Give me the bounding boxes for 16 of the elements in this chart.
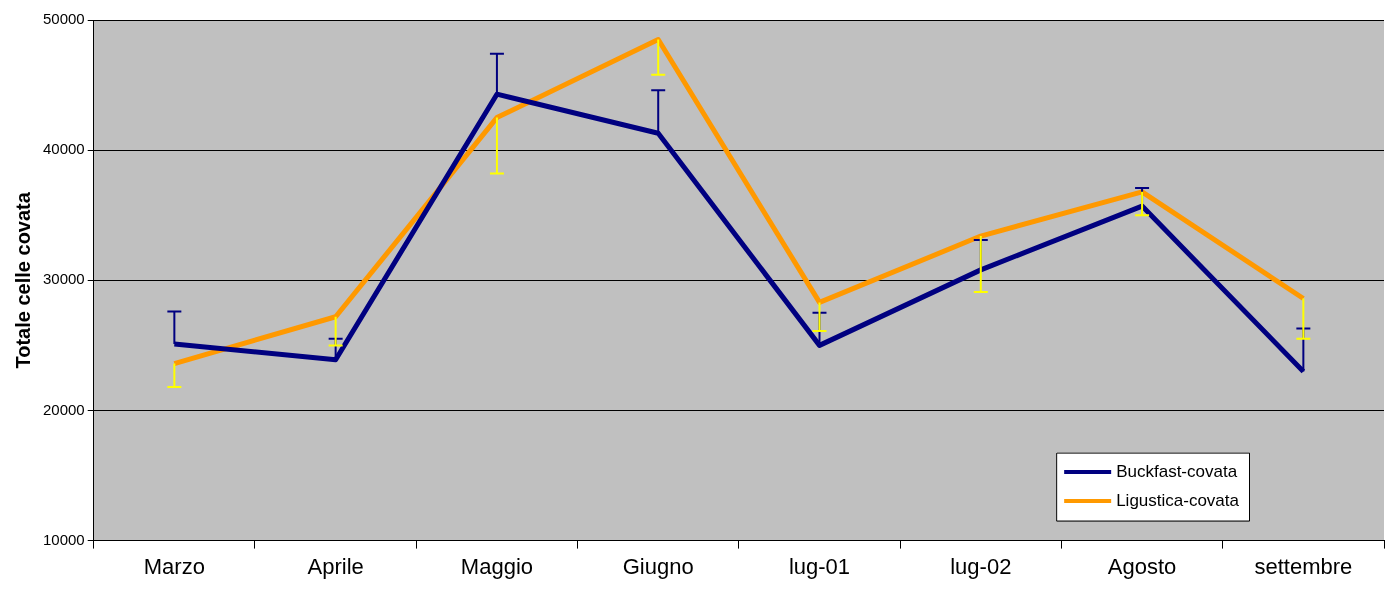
x-tick-label: Agosto [1107,553,1177,579]
x-tick-label: Maggio [460,553,533,579]
x-tick-label: Marzo [143,553,205,579]
y-tick-label: 30000 [42,270,85,288]
legend-label: Buckfast-covata [1116,461,1238,481]
legend-label: Ligustica-covata [1116,490,1240,510]
y-axis-title: Totale celle covata [11,191,34,369]
x-tick-label: lug-02 [950,553,1012,579]
x-tick-label: lug-01 [788,553,851,579]
y-tick-label: 10000 [42,530,85,548]
x-tick-label: settembre [1254,553,1353,579]
y-tick-label: 40000 [42,140,85,158]
y-tick-label: 50000 [42,10,85,28]
y-tick-label: 20000 [42,400,85,418]
x-tick-label: Aprile [307,553,364,579]
x-tick-label: Giugno [622,553,694,579]
